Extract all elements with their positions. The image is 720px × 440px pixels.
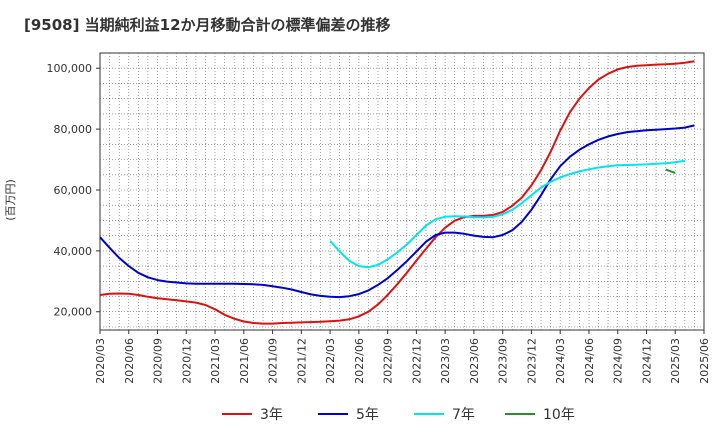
legend-label-4: 10年 — [543, 407, 575, 423]
y-tick-label: 100,000 — [47, 62, 93, 75]
x-tick-label: 2020/06 — [123, 338, 136, 384]
x-tick-label: 2022/09 — [382, 338, 395, 384]
y-tick-label: 80,000 — [54, 123, 93, 136]
x-tick-label: 2022/12 — [410, 338, 423, 384]
series-lines — [99, 60, 695, 325]
x-tick-label: 2024/06 — [583, 338, 596, 384]
x-tick-label: 2021/03 — [209, 338, 222, 384]
series-line-4 — [665, 168, 676, 174]
x-tick-label: 2024/03 — [554, 338, 567, 384]
y-axis-ticks: 20,000 40,000 60,000 80,000 100,000 — [47, 62, 100, 319]
series-line-1 — [99, 60, 695, 325]
x-tick-label: 2020/09 — [152, 338, 165, 384]
x-tick-label: 2024/12 — [640, 338, 653, 384]
x-tick-label: 2020/12 — [180, 338, 193, 384]
x-tick-label: 2024/09 — [612, 338, 625, 384]
legend-label-1: 3年 — [260, 407, 283, 423]
legend: 3年 5年 7年 10年 — [222, 407, 575, 423]
y-tick-label: 40,000 — [54, 245, 93, 258]
x-tick-label: 2022/03 — [324, 338, 337, 384]
x-axis-ticks: 2020/03 2020/06 2020/09 2020/12 2021/03 2021/… — [94, 330, 711, 384]
x-tick-label: 2021/12 — [295, 338, 308, 384]
x-tick-label: 2023/06 — [468, 338, 481, 384]
series-line-2 — [99, 124, 695, 299]
x-tick-label: 2021/06 — [238, 338, 251, 384]
x-tick-label: 2021/09 — [267, 338, 280, 384]
legend-label-3: 7年 — [452, 407, 475, 423]
x-tick-label: 2025/03 — [669, 338, 682, 384]
x-tick-label: 2023/09 — [497, 338, 510, 384]
y-tick-label: 20,000 — [54, 306, 93, 319]
plot-area — [99, 52, 705, 331]
chart-title: [9508] 当期純利益12か月移動合計の標準偏差の推移 — [24, 16, 391, 34]
x-tick-label: 2025/06 — [698, 338, 711, 384]
y-axis-label: (百万円) — [4, 179, 17, 221]
grid — [100, 53, 704, 330]
series-line-3 — [329, 159, 685, 269]
x-tick-label: 2020/03 — [94, 338, 107, 384]
x-tick-label: 2023/03 — [439, 338, 452, 384]
x-tick-label: 2023/12 — [525, 338, 538, 384]
legend-label-2: 5年 — [356, 407, 379, 423]
y-tick-label: 60,000 — [54, 184, 93, 197]
x-tick-label: 2022/06 — [353, 338, 366, 384]
